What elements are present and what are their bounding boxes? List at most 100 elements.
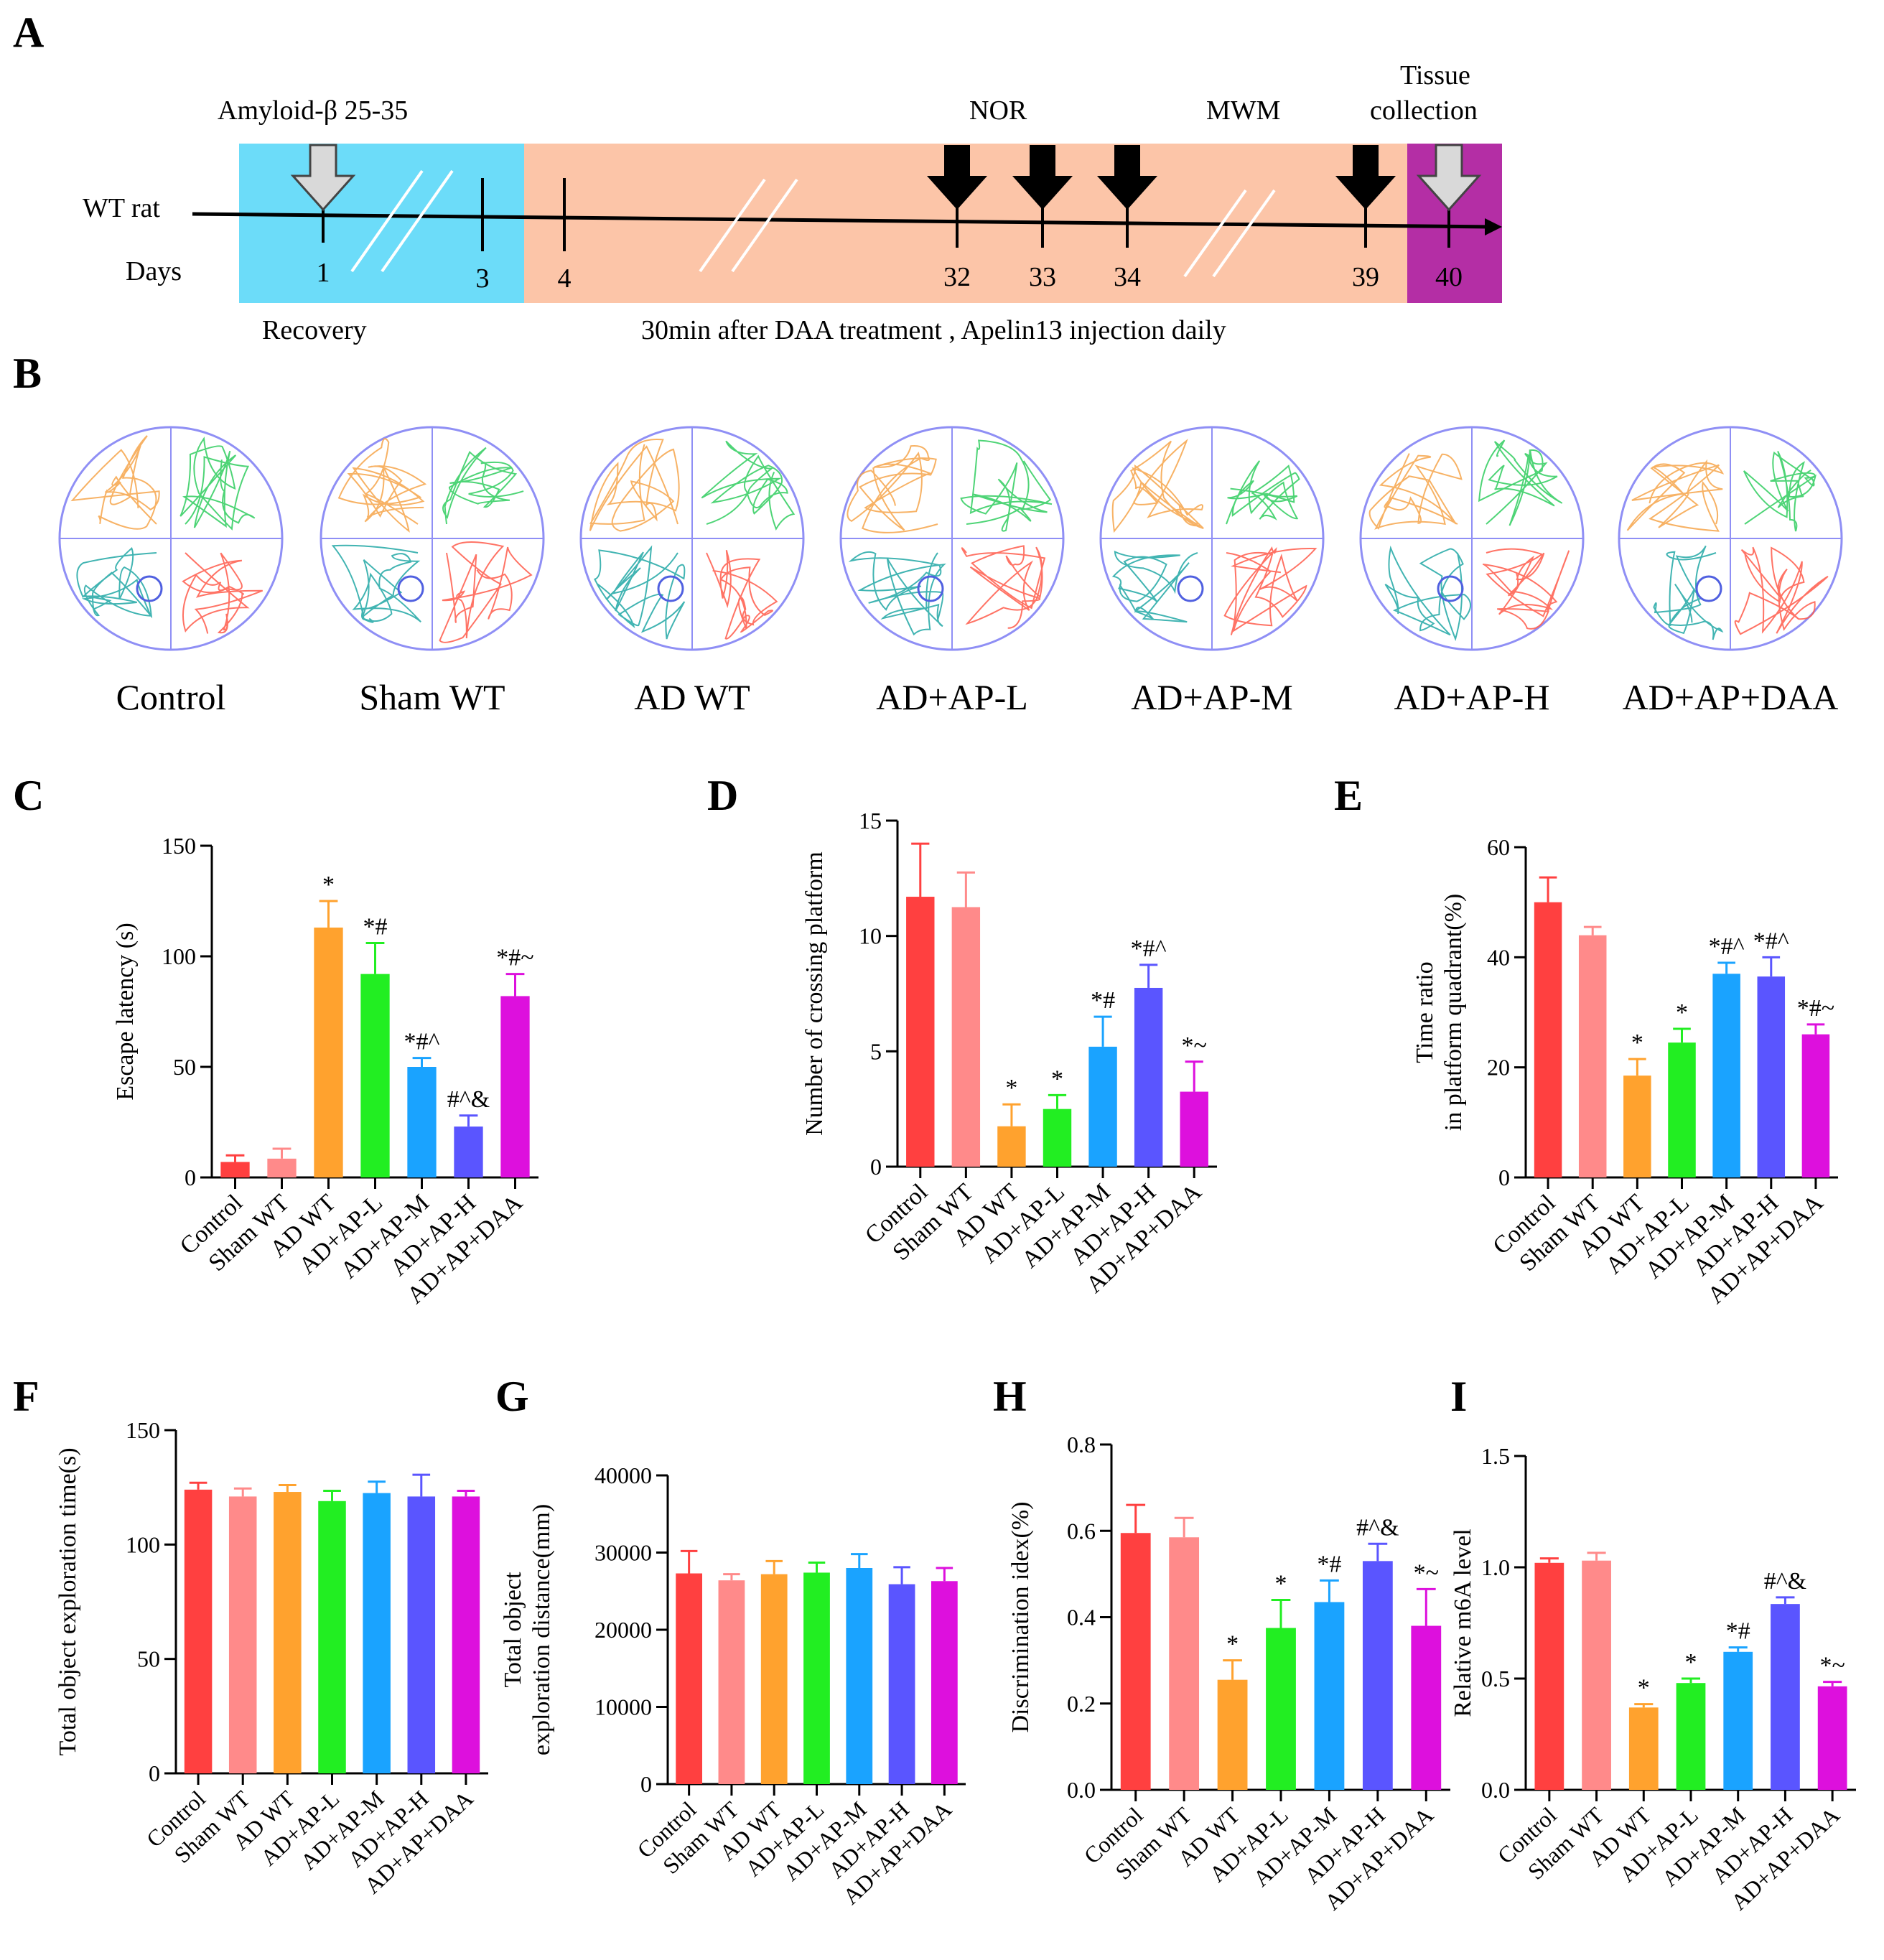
bar xyxy=(1534,1562,1564,1790)
swim-path xyxy=(848,551,946,636)
row-label: WT rat xyxy=(83,193,160,223)
swim-path xyxy=(1223,546,1318,635)
bar xyxy=(407,1067,437,1177)
significance-label: *#^ xyxy=(1753,928,1789,954)
swim-path xyxy=(1111,439,1204,533)
bar xyxy=(951,907,981,1167)
y-tick-label: 0.4 xyxy=(1067,1605,1096,1630)
bar xyxy=(718,1580,745,1784)
day-label: 4 xyxy=(558,263,572,294)
swim-path xyxy=(1111,550,1198,623)
maze-group-label: AD+AP-L xyxy=(876,677,1028,717)
maze-group-label: Control xyxy=(116,677,226,717)
maze-track: AD+AP+DAA xyxy=(1618,426,1843,717)
day-labels: 1 3 4 32 33 34 39 40 xyxy=(317,258,1463,294)
bar xyxy=(1817,1686,1847,1790)
maze-track: AD+AP-H xyxy=(1359,426,1585,717)
significance-label: * xyxy=(1226,1631,1239,1658)
bar xyxy=(1801,1034,1830,1177)
panel-letter-a: A xyxy=(13,9,44,56)
bar xyxy=(1266,1628,1296,1790)
day-ticks xyxy=(322,178,1450,251)
bar xyxy=(407,1496,436,1773)
nor-arrow-icon xyxy=(927,145,987,210)
bar xyxy=(318,1501,346,1773)
swim-path xyxy=(1626,459,1725,532)
day-label: 39 xyxy=(1352,262,1379,292)
bar xyxy=(1043,1109,1072,1167)
y-tick-label: 150 xyxy=(162,833,196,859)
bar xyxy=(1180,1091,1208,1167)
day-label: 34 xyxy=(1114,262,1141,292)
bar xyxy=(997,1126,1026,1167)
significance-label: *# xyxy=(1726,1618,1750,1645)
bar xyxy=(760,1574,788,1784)
swim-path xyxy=(76,546,157,619)
swim-path xyxy=(182,552,264,634)
significance-label: *# xyxy=(1091,987,1115,1014)
maze-group-label: AD+AP-M xyxy=(1131,677,1292,717)
swim-path xyxy=(960,439,1053,532)
recovery-phase-band xyxy=(239,144,524,303)
significance-label: *~ xyxy=(1414,1559,1439,1586)
bar xyxy=(184,1489,213,1773)
swim-path xyxy=(442,447,524,525)
bar xyxy=(1134,987,1163,1167)
y-axis-label: Time ratio xyxy=(1412,961,1438,1063)
significance-label: * xyxy=(1685,1649,1697,1676)
y-tick-label: 20000 xyxy=(594,1617,652,1643)
y-tick-label: 60 xyxy=(1487,834,1510,860)
significance-label: * xyxy=(1005,1075,1017,1101)
days-label: Days xyxy=(126,256,182,286)
y-tick-label: 150 xyxy=(126,1417,160,1443)
nor-arrow-icon xyxy=(1012,145,1073,210)
significance-label: *~ xyxy=(1182,1032,1207,1059)
panel-letter-e: E xyxy=(1334,772,1363,819)
significance-label: * xyxy=(1676,999,1688,1026)
swim-path xyxy=(1743,450,1817,532)
panel-letters: A B C D E F G H I xyxy=(13,9,1467,1420)
y-axis-label: in platform quadrant(%) xyxy=(1440,894,1467,1131)
panel-letter-h: H xyxy=(993,1373,1027,1420)
platform-marker xyxy=(657,575,684,602)
y-tick-label: 10 xyxy=(859,923,882,949)
swim-path xyxy=(594,545,686,640)
swim-path xyxy=(1368,453,1463,530)
bar xyxy=(1623,1075,1651,1177)
significance-label: #^& xyxy=(447,1086,490,1113)
y-tick-label: 0 xyxy=(149,1760,160,1786)
bar xyxy=(1217,1679,1248,1790)
significance-label: *#~ xyxy=(496,945,533,971)
bar xyxy=(846,1568,873,1784)
panel-letter-b: B xyxy=(13,350,42,397)
y-tick-label: 0.2 xyxy=(1067,1691,1096,1717)
recovery-label: Recovery xyxy=(262,315,367,345)
bar xyxy=(363,1493,391,1773)
platform-marker xyxy=(917,575,944,602)
day-label: 40 xyxy=(1435,262,1463,292)
bar xyxy=(1120,1533,1151,1790)
platform-marker xyxy=(1437,575,1464,602)
bar xyxy=(1582,1560,1611,1790)
significance-label: *# xyxy=(363,914,388,941)
swim-path xyxy=(70,435,160,530)
significance-label: *~ xyxy=(1819,1653,1845,1679)
maze-track: Control xyxy=(58,426,284,717)
water-maze-tracks: Control Sham WT AD WT AD+AP-L AD+AP-M AD+AP-H… xyxy=(58,426,1843,717)
bar xyxy=(452,1496,480,1773)
swim-path xyxy=(439,541,533,643)
bar xyxy=(314,927,343,1177)
timeline-axis xyxy=(192,212,1493,229)
swim-path xyxy=(1483,548,1570,630)
day-label: 32 xyxy=(943,262,971,292)
y-tick-label: 50 xyxy=(173,1054,196,1080)
y-axis-label: Discrimination idex(%) xyxy=(1007,1502,1034,1733)
tissue-label-line1: Tissue xyxy=(1400,60,1470,90)
platform-marker xyxy=(397,575,424,602)
bar xyxy=(888,1584,915,1784)
y-tick-label: 0.0 xyxy=(1481,1777,1510,1803)
significance-label: #^& xyxy=(1764,1568,1806,1595)
y-tick-label: 0 xyxy=(1498,1165,1510,1190)
